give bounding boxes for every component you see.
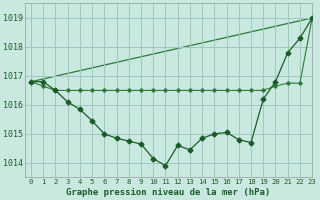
X-axis label: Graphe pression niveau de la mer (hPa): Graphe pression niveau de la mer (hPa) xyxy=(66,188,271,197)
